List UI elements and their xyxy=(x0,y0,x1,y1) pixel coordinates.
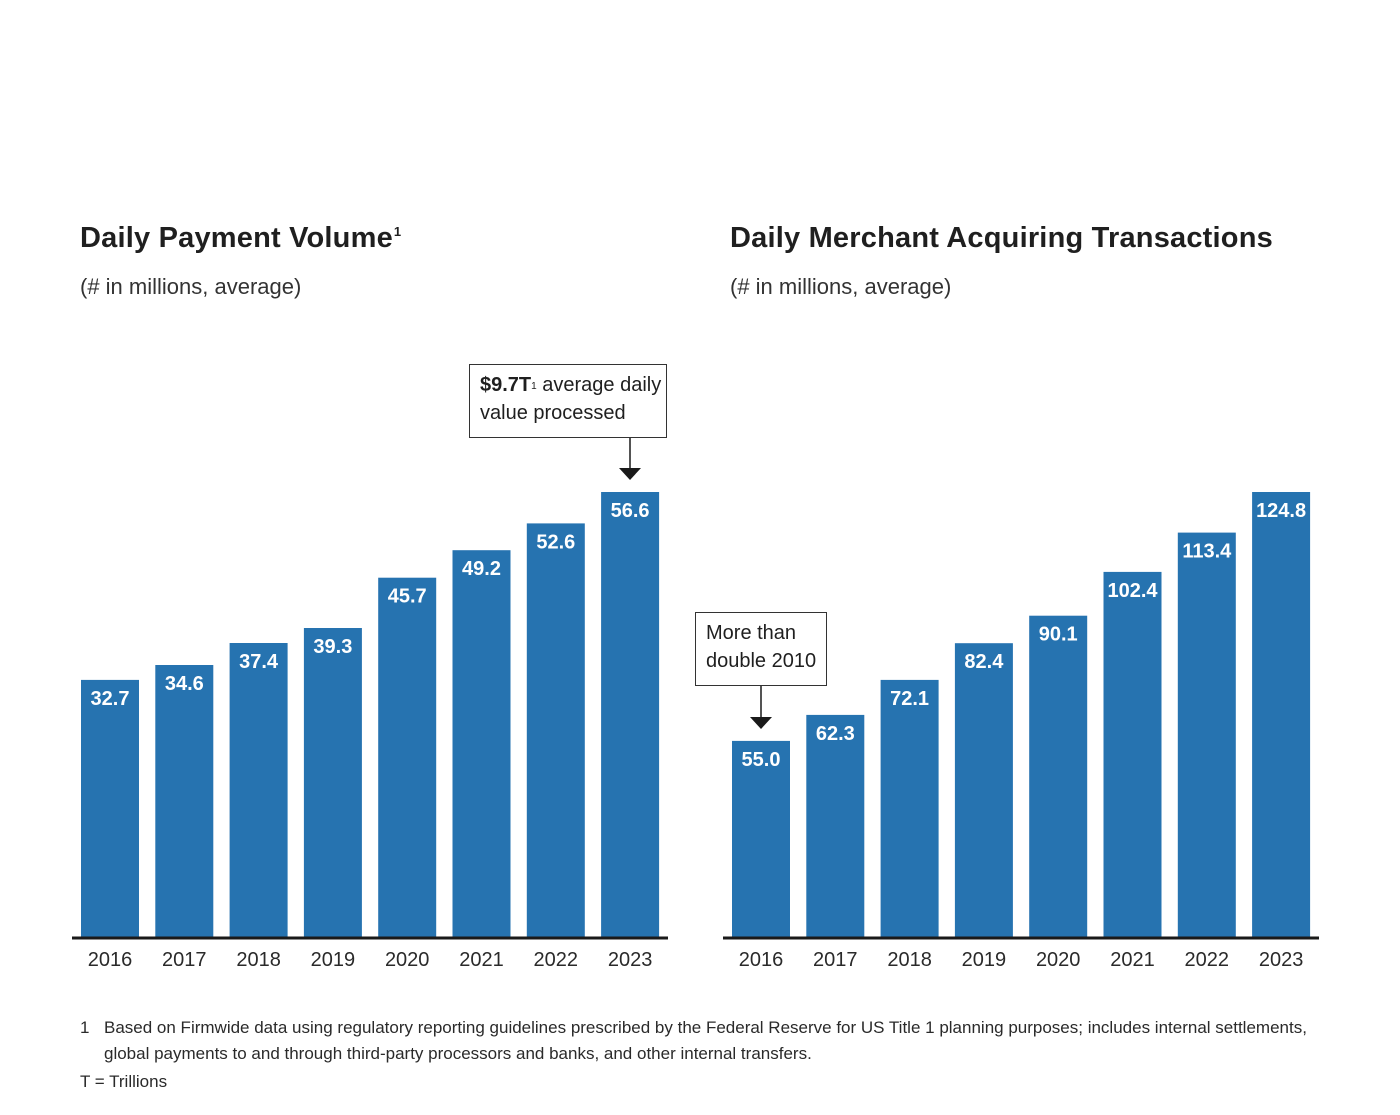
bar-2020 xyxy=(378,577,437,937)
callout-line-1: $9.7T1 average daily xyxy=(480,371,661,399)
x-tick-label-2021: 2021 xyxy=(1110,949,1155,971)
footnote-text: Based on Firmwide data using regulatory … xyxy=(104,1018,1307,1063)
footnote-marker: 1 xyxy=(393,224,402,239)
data-label-2023: 56.6 xyxy=(611,500,650,522)
data-label-2018: 72.1 xyxy=(890,688,929,710)
bar-2017 xyxy=(806,714,865,937)
bar-2018 xyxy=(880,679,939,937)
callout-line-1: More than xyxy=(706,622,797,644)
chart-title-merchant-acquiring: Daily Merchant Acquiring Transactions xyxy=(730,222,1274,255)
data-label-2020: 45.7 xyxy=(388,586,427,608)
data-label-2019: 82.4 xyxy=(964,651,1004,673)
data-label-2017: 62.3 xyxy=(816,723,855,745)
data-label-2020: 90.1 xyxy=(1039,624,1078,646)
callout-arrow-left xyxy=(619,438,641,480)
x-tick-label-2021: 2021 xyxy=(459,949,504,971)
bar-2021 xyxy=(452,550,511,937)
x-tick-label-2020: 2020 xyxy=(385,949,430,971)
bar-2019 xyxy=(954,643,1013,937)
callout-line-2: double 2010 xyxy=(706,650,817,672)
bar-2022 xyxy=(526,523,585,937)
bar-2017 xyxy=(155,665,214,937)
data-label-2023: 124.8 xyxy=(1256,500,1306,522)
chart-title-text: Daily Merchant Acquiring Transactions xyxy=(730,222,1273,254)
footnote-1: 1 Based on Firmwide data using regulator… xyxy=(80,1015,1320,1067)
x-tick-label-2016: 2016 xyxy=(88,949,133,971)
footnote-marker: 1 xyxy=(531,381,537,392)
x-tick-label-2018: 2018 xyxy=(887,949,932,971)
data-label-2021: 49.2 xyxy=(462,558,501,580)
callout-value: $9.7T xyxy=(480,374,532,396)
x-tick-label-2023: 2023 xyxy=(1259,949,1304,971)
data-label-2022: 52.6 xyxy=(536,531,575,553)
bar-chart-payment-volume: 32.7 2016 34.6 2017 37.4 2018 39.3 2019 45.7 2020… xyxy=(72,492,668,971)
bar-2021 xyxy=(1103,571,1162,937)
x-tick-label-2018: 2018 xyxy=(236,949,281,971)
footnote-trillions: T = Trillions xyxy=(80,1072,168,1091)
x-tick-label-2017: 2017 xyxy=(162,949,207,971)
data-label-2018: 37.4 xyxy=(239,651,279,673)
footnotes: 1 Based on Firmwide data using regulator… xyxy=(80,1015,1320,1095)
bar-2016 xyxy=(732,740,790,937)
callout-more-than-double: More than double 2010 xyxy=(695,612,827,686)
bar-chart-merchant-acquiring: 55.0 2016 62.3 2017 72.1 2018 82.4 2019 90.1 2020… xyxy=(723,492,1319,971)
chart-subtitle-merchant-acquiring: (# in millions, average) xyxy=(730,274,952,299)
data-label-2017: 34.6 xyxy=(165,673,204,695)
bar-2016 xyxy=(81,679,139,937)
callout-average-daily-value: $9.7T1 average daily value processed xyxy=(469,364,667,438)
chart-title-text: Daily Payment Volume xyxy=(80,222,393,254)
callout-arrow-right xyxy=(750,686,772,729)
bar-2023 xyxy=(1252,492,1311,937)
callout-text: average daily xyxy=(536,374,662,396)
x-tick-label-2017: 2017 xyxy=(813,949,858,971)
x-tick-label-2023: 2023 xyxy=(608,949,653,971)
chart-title-payment-volume: Daily Payment Volume1 xyxy=(80,222,401,255)
x-tick-label-2019: 2019 xyxy=(311,949,356,971)
footnote-number: 1 xyxy=(80,1018,90,1037)
x-tick-label-2019: 2019 xyxy=(962,949,1007,971)
data-label-2021: 102.4 xyxy=(1107,580,1158,602)
x-tick-label-2016: 2016 xyxy=(739,949,784,971)
chart-subtitle-payment-volume: (# in millions, average) xyxy=(80,274,302,299)
callout-line-2: value processed xyxy=(480,402,626,424)
bar-2019 xyxy=(303,628,362,937)
bar-2023 xyxy=(601,492,660,937)
data-label-2016: 55.0 xyxy=(742,749,781,771)
data-label-2019: 39.3 xyxy=(313,636,352,658)
data-label-2022: 113.4 xyxy=(1182,541,1232,563)
bar-2020 xyxy=(1029,615,1088,937)
x-tick-label-2022: 2022 xyxy=(1185,949,1230,971)
x-tick-label-2020: 2020 xyxy=(1036,949,1081,971)
data-label-2016: 32.7 xyxy=(91,688,130,710)
x-tick-label-2022: 2022 xyxy=(534,949,579,971)
bar-2022 xyxy=(1177,532,1236,937)
bar-2018 xyxy=(229,643,288,937)
